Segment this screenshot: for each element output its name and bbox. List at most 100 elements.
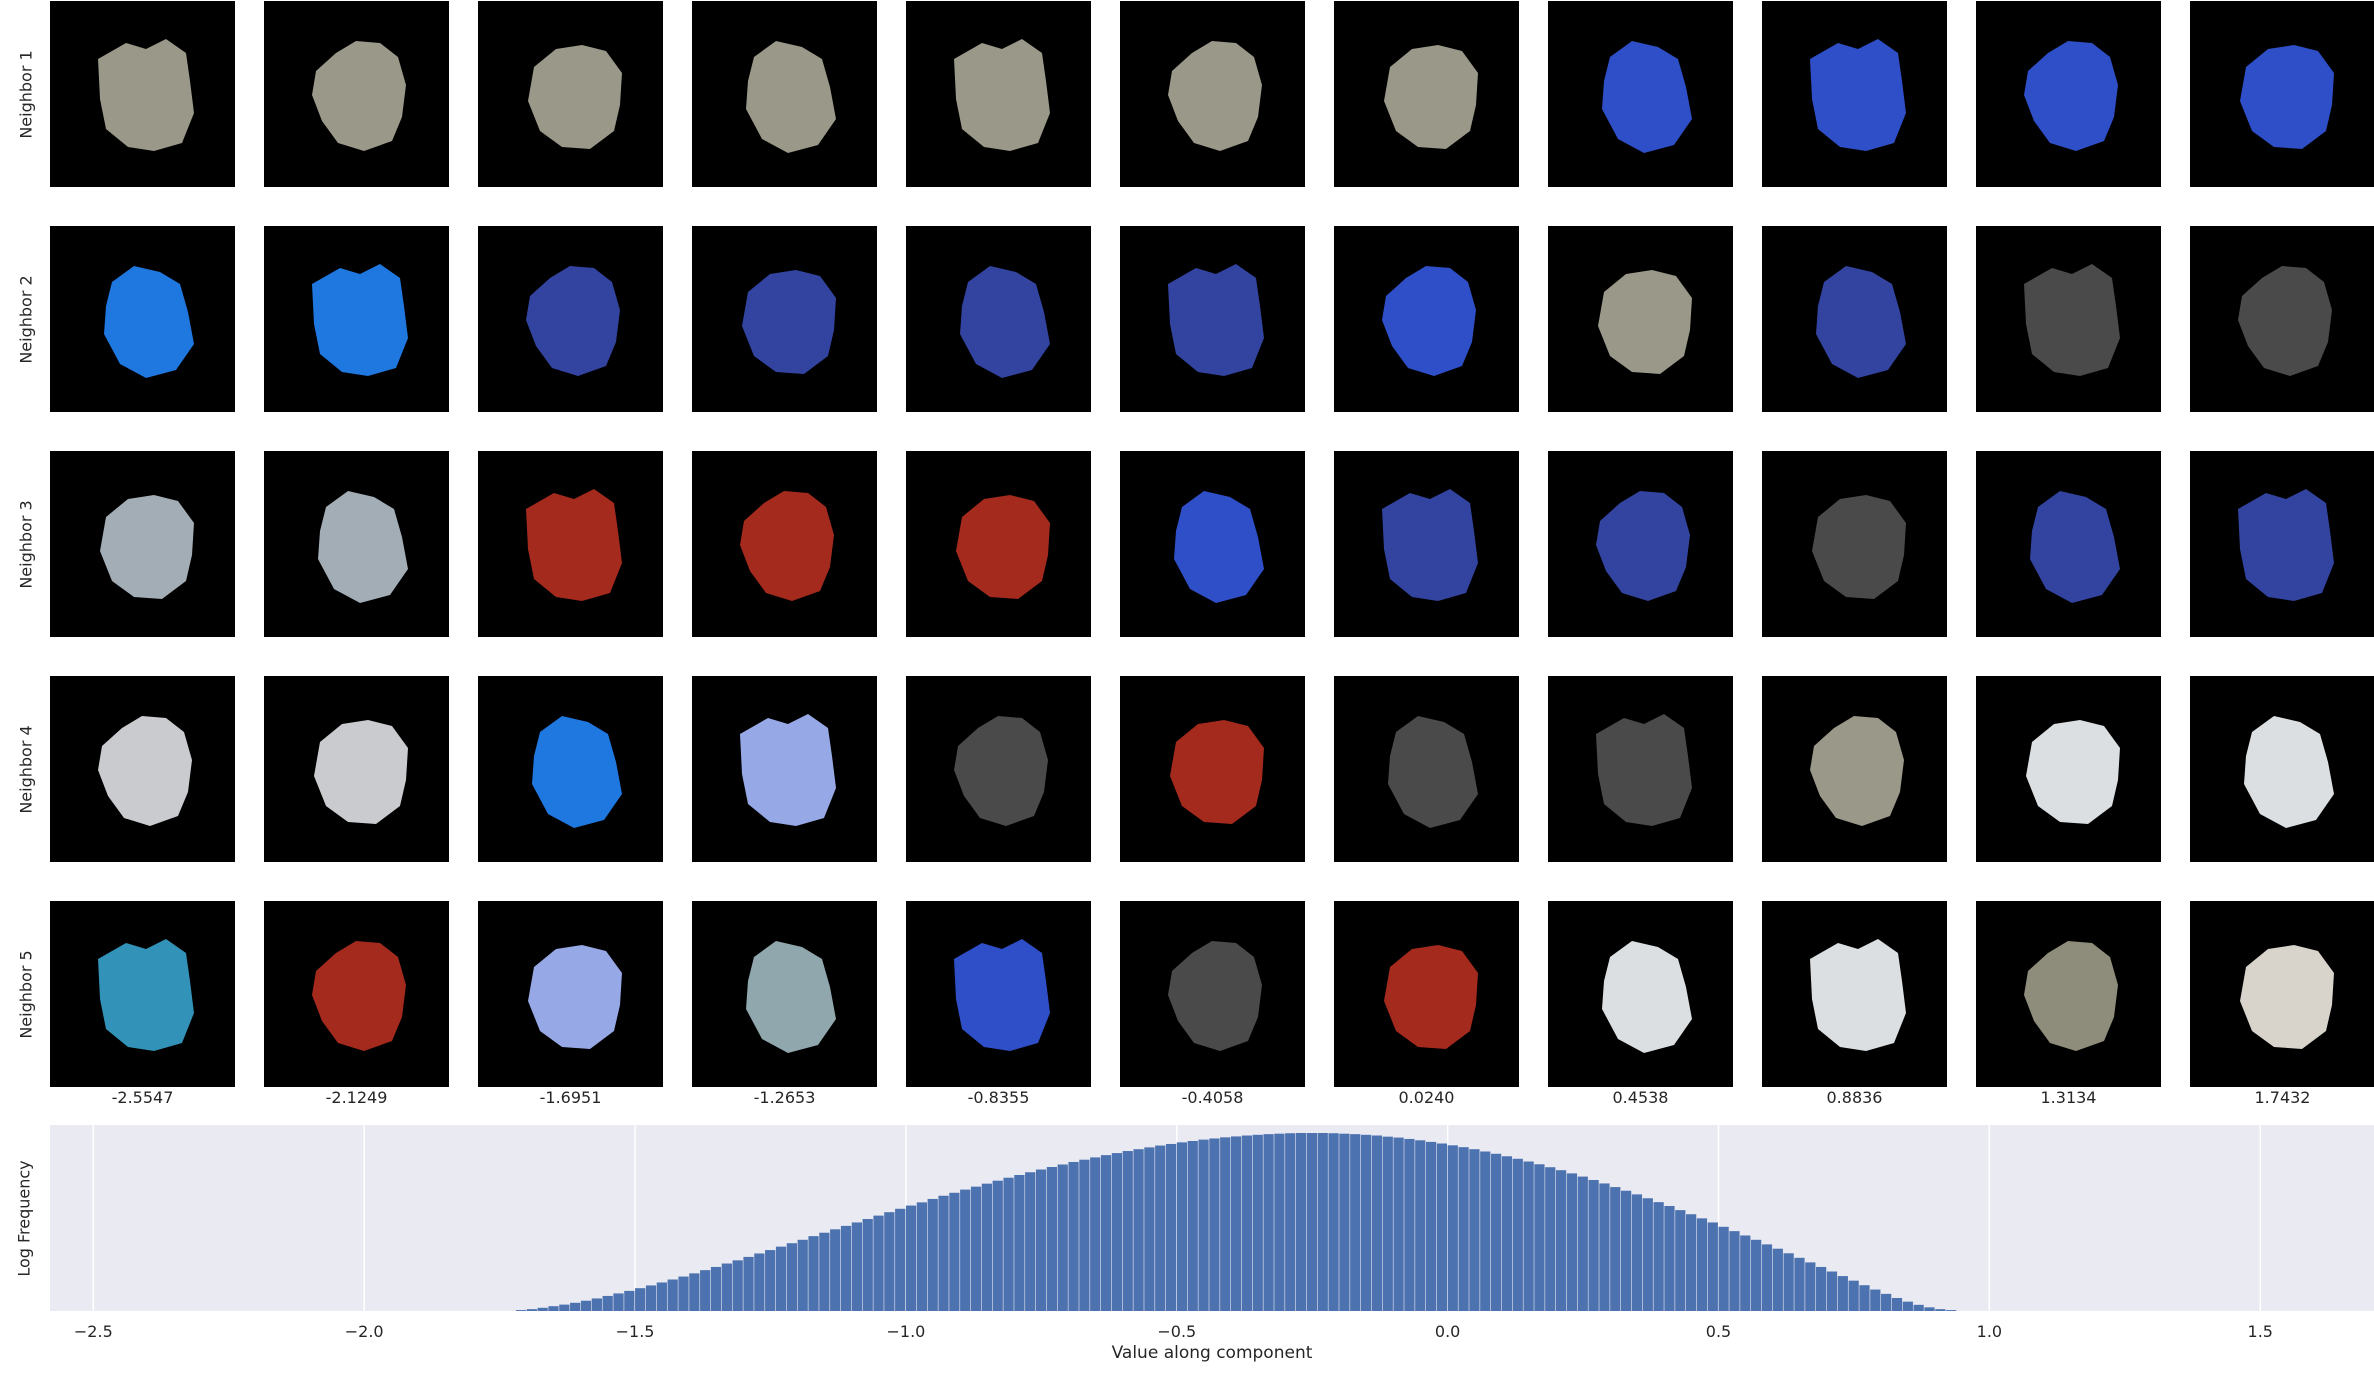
histogram-bar — [949, 1192, 960, 1311]
histogram-bar — [1534, 1164, 1545, 1311]
neighbor-thumbnail — [1334, 451, 1519, 637]
histogram-bar — [992, 1180, 1003, 1311]
histogram-bar — [1144, 1147, 1155, 1311]
histogram-bar — [710, 1266, 722, 1311]
neighbor-thumbnail — [2190, 1, 2374, 187]
neighbor-thumbnail — [478, 226, 663, 412]
neighbor-thumbnail — [1976, 226, 2161, 412]
blob-shape — [954, 39, 1050, 151]
column-value-label: 0.4538 — [1612, 1088, 1669, 1107]
neighbor-thumbnail — [1548, 1, 1733, 187]
neighbor-thumbnail — [1120, 1, 1305, 187]
histogram-bar — [1079, 1159, 1090, 1311]
neighbor-thumbnail — [906, 1, 1091, 187]
histogram-bar — [700, 1270, 711, 1311]
neighbor-thumbnail — [692, 451, 877, 637]
histogram-bar — [1274, 1133, 1285, 1311]
histogram-bar — [591, 1298, 602, 1311]
histogram-bar — [927, 1198, 938, 1311]
blob-shape — [1810, 716, 1904, 826]
histogram-bar — [1545, 1167, 1556, 1311]
neighbor-thumbnail — [1120, 676, 1305, 862]
histogram-bar — [1003, 1177, 1014, 1311]
neighbor-thumbnail — [264, 226, 449, 412]
histogram-bar — [1501, 1156, 1513, 1311]
neighbor-thumbnail — [2190, 451, 2374, 637]
row-label: Neighbor 2 — [0, 226, 52, 412]
neighbor-thumbnail — [1976, 1, 2161, 187]
histogram-bar — [1014, 1174, 1025, 1311]
histogram-bar — [1436, 1143, 1448, 1311]
histogram-bar — [1350, 1134, 1361, 1311]
neighbor-thumbnail — [50, 451, 235, 637]
neighbor-thumbnail — [906, 226, 1091, 412]
histogram-bar — [1653, 1202, 1664, 1311]
histogram-bar — [1837, 1276, 1848, 1311]
histogram-bar — [1729, 1231, 1740, 1311]
histogram-bar — [1707, 1222, 1718, 1311]
histogram-bar — [515, 1310, 527, 1311]
x-tick-label: 1.5 — [2247, 1322, 2273, 1341]
histogram-bar — [1740, 1235, 1751, 1311]
histogram-bar — [840, 1225, 852, 1311]
neighbor-thumbnail — [478, 676, 663, 862]
column-value-label: 0.0240 — [1398, 1088, 1455, 1107]
histogram-bar — [1447, 1145, 1458, 1311]
blob-shape — [528, 45, 622, 149]
neighbor-thumbnail — [1334, 1, 1519, 187]
neighbor-thumbnail — [50, 676, 235, 862]
histogram-bar — [1165, 1143, 1177, 1311]
histogram-bar — [851, 1222, 862, 1311]
histogram-bar — [1924, 1307, 1935, 1311]
histogram-bar — [1555, 1170, 1567, 1311]
neighbor-thumbnail — [1334, 676, 1519, 862]
histogram-bar — [1295, 1133, 1307, 1311]
histogram-bar — [1133, 1149, 1144, 1311]
neighbor-thumbnail — [50, 226, 235, 412]
histogram-bar — [1209, 1138, 1220, 1311]
blob-shape — [1168, 41, 1262, 151]
histogram-bar — [1826, 1271, 1838, 1311]
histogram-bar — [1198, 1139, 1209, 1311]
blob-shape — [1384, 45, 1478, 149]
blob-shape — [954, 939, 1050, 1051]
x-tick-label: 0.0 — [1434, 1322, 1461, 1341]
blob-shape — [98, 39, 194, 151]
histogram-bar — [765, 1250, 776, 1311]
neighbor-thumbnail — [2190, 676, 2374, 862]
histogram-bar — [732, 1260, 743, 1311]
histogram-bar — [1176, 1142, 1188, 1311]
histogram-bar — [873, 1215, 884, 1311]
histogram-bar — [884, 1212, 895, 1311]
histogram-bar — [1285, 1133, 1296, 1311]
blob-shape — [98, 939, 194, 1051]
x-tick-label: −0.5 — [1157, 1322, 1197, 1341]
neighbor-thumbnail — [1334, 226, 1519, 412]
row-label: Neighbor 5 — [0, 901, 52, 1087]
blob-shape — [318, 491, 408, 603]
blob-shape — [740, 491, 834, 601]
histogram-bar — [580, 1300, 592, 1311]
blob-shape — [1596, 491, 1690, 601]
blob-shape — [312, 41, 406, 151]
blob-shape — [742, 270, 836, 374]
histogram-bar — [1577, 1176, 1588, 1311]
histogram-bar — [1068, 1161, 1079, 1311]
blob-shape — [100, 495, 194, 599]
histogram-bar — [1686, 1214, 1697, 1311]
histogram-bar — [1382, 1136, 1393, 1311]
histogram-bar — [1610, 1187, 1621, 1311]
histogram-bar — [1415, 1140, 1426, 1311]
neighbor-thumbnail — [1120, 451, 1305, 637]
histogram-bar — [1057, 1164, 1068, 1311]
blob-shape — [1812, 495, 1906, 599]
neighbor-thumbnail — [1976, 676, 2161, 862]
blob-shape — [104, 266, 194, 378]
histogram-bar — [1371, 1135, 1383, 1311]
histogram-svg — [92, 1125, 2261, 1311]
histogram-bar — [1946, 1310, 1957, 1311]
histogram-bar — [1469, 1149, 1480, 1311]
histogram-bar — [1317, 1133, 1328, 1311]
column-value-label: 1.3134 — [2040, 1088, 2097, 1107]
blob-shape — [960, 266, 1050, 378]
